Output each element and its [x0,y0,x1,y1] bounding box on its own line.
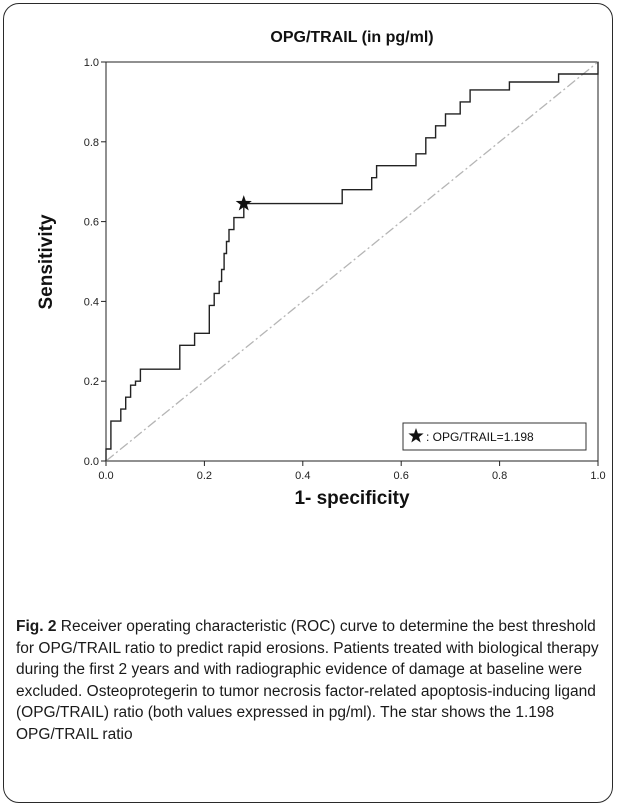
y-axis-ticks: 0.0 0.2 0.4 0.6 0.8 1.0 [84,57,106,468]
y-tick-label: 0.4 [84,296,99,308]
legend: : OPG/TRAIL=1.198 [403,423,586,450]
chart-title: OPG/TRAIL (in pg/ml) [270,29,433,46]
caption-text: Receiver operating characteristic (ROC) … [16,618,599,743]
reference-diagonal-line [106,62,598,461]
y-tick-label: 1.0 [84,57,99,69]
x-axis-ticks: 0.0 0.2 0.4 0.6 0.8 1.0 [98,461,605,482]
x-tick-label: 0.2 [197,470,212,482]
x-axis-label: 1- specificity [294,488,410,509]
x-tick-label: 0.4 [295,470,310,482]
x-tick-label: 1.0 [590,470,605,482]
y-axis-label: Sensitivity [36,214,57,309]
y-tick-label: 0.0 [84,456,99,468]
y-tick-label: 0.8 [84,137,99,149]
legend-label: : OPG/TRAIL=1.198 [426,430,534,444]
y-tick-label: 0.2 [84,376,99,388]
x-tick-label: 0.0 [98,470,113,482]
x-tick-label: 0.8 [492,470,507,482]
figure-label: Fig. 2 [16,618,56,635]
figure-caption: Fig. 2 Receiver operating characteristic… [16,616,604,745]
x-tick-label: 0.6 [394,470,409,482]
y-tick-label: 0.6 [84,217,99,229]
roc-chart: OPG/TRAIL (in pg/ml) 0.0 0.2 0.4 0.6 0.8 1.0 … [0,0,618,612]
